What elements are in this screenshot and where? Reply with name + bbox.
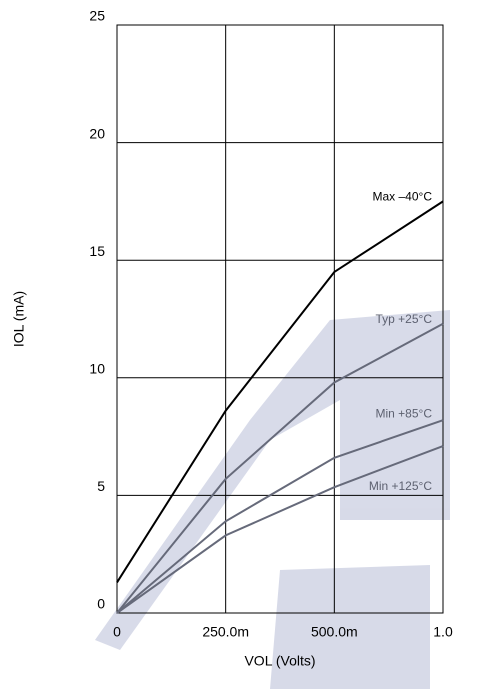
x-tick-label: 500.0m [311, 624, 358, 640]
series-label: Max –40°C [373, 190, 433, 204]
y-tick-label: 5 [97, 478, 105, 494]
series-line [116, 322, 444, 614]
x-tick-label: 0 [113, 624, 121, 640]
series-label: Min +85°C [376, 406, 433, 420]
y-tick-label: 20 [89, 125, 105, 141]
series-line [116, 445, 444, 614]
series-label: Min +125°C [369, 479, 432, 493]
x-axis-label: VOL (Volts) [244, 653, 315, 669]
series-line [116, 200, 444, 583]
y-axis-label: IOL (mA) [11, 291, 27, 347]
y-tick-label: 10 [89, 361, 105, 377]
series-label: Typ +25°C [376, 312, 433, 326]
y-tick-label: 25 [89, 8, 105, 24]
y-tick-label: 0 [97, 596, 105, 612]
series-line [116, 419, 444, 614]
x-tick-label: 1.0 [433, 624, 453, 640]
x-tick-label: 250.0m [202, 624, 249, 640]
watermark [95, 310, 450, 689]
y-tick-label: 15 [89, 243, 105, 259]
